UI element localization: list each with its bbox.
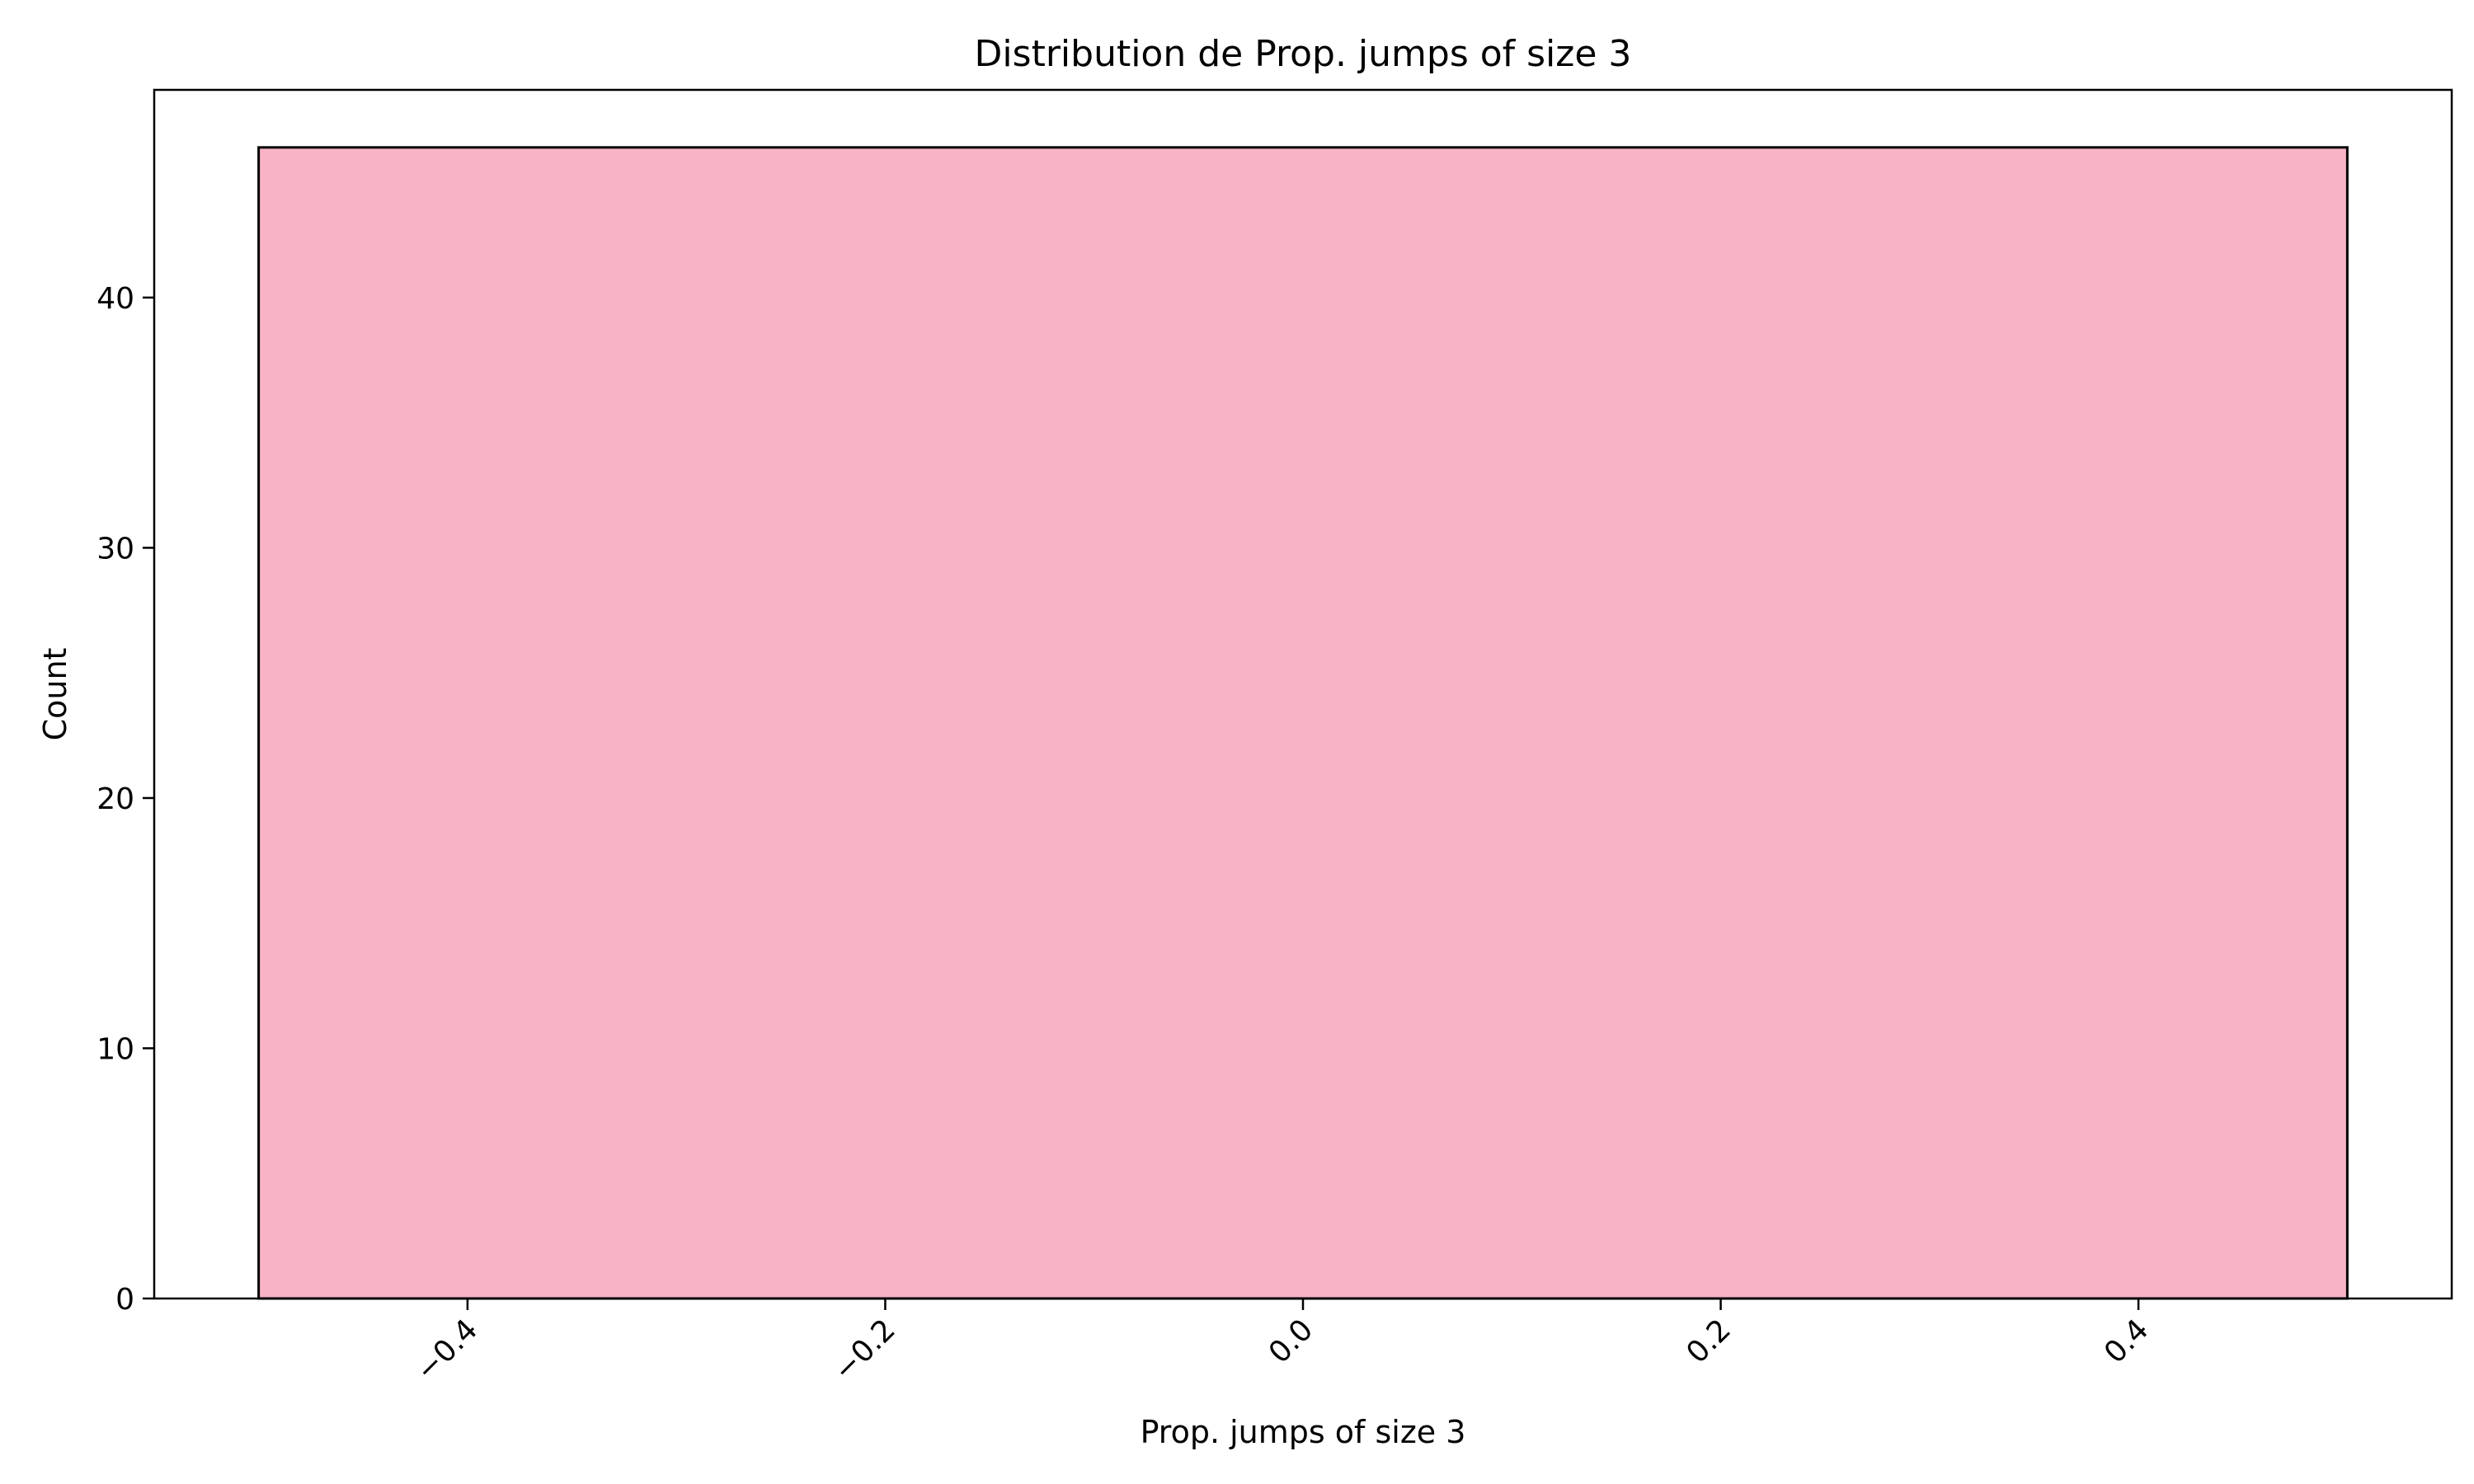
x-axis-label: Prop. jumps of size 3 <box>1141 1414 1466 1450</box>
chart-title: Distribution de Prop. jumps of size 3 <box>975 33 1632 75</box>
histogram-bar-0 <box>257 146 2349 1300</box>
y-tick-label: 30 <box>96 532 134 566</box>
y-axis-ticks: 0 10 20 30 40 <box>96 282 154 1317</box>
y-tick-label: 20 <box>96 782 134 816</box>
y-tick-label: 40 <box>96 282 134 316</box>
y-tick-label: 0 <box>115 1283 134 1317</box>
y-axis-label: Count <box>37 648 73 741</box>
y-tick-label: 10 <box>96 1032 134 1066</box>
bars-layer <box>257 146 2349 1300</box>
